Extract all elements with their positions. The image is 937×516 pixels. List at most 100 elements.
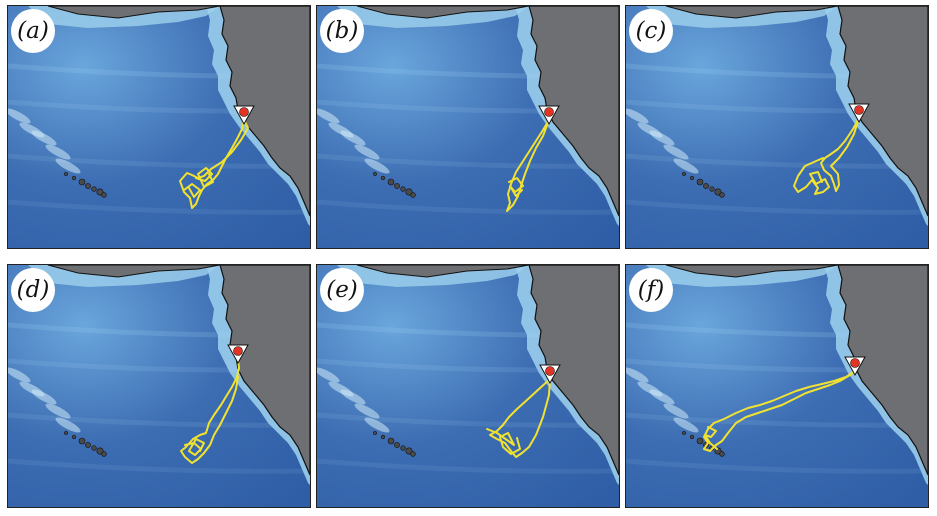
island-chain-glow — [354, 144, 380, 160]
island-chain-glow — [55, 417, 81, 433]
panel-label-badge: (b) — [320, 9, 364, 53]
panel-label-badge: (a) — [11, 9, 55, 53]
animal-track — [179, 119, 249, 209]
animal-track — [180, 358, 240, 464]
hawaii-island — [85, 442, 91, 448]
map-panel-e: (e) — [316, 264, 620, 508]
deployment-dot-icon — [544, 107, 554, 117]
alaska-land — [665, 265, 839, 278]
panel-label-badge: (f) — [629, 268, 673, 312]
island-chain-glow — [673, 158, 699, 174]
alaska-land — [47, 265, 221, 278]
map-panel-d: (d) — [7, 264, 311, 508]
hawaii-island — [373, 172, 377, 176]
hawaii-island — [400, 445, 406, 451]
hawaii-island — [64, 172, 68, 176]
map-svg — [8, 6, 310, 248]
hawaii-island — [714, 188, 722, 196]
hawaii-island — [96, 447, 104, 455]
panel-label-badge: (c) — [629, 9, 673, 53]
island-chain-glow — [317, 108, 340, 124]
hawaii-island — [689, 175, 695, 181]
hawaii-island — [410, 451, 416, 457]
hawaii-island — [91, 445, 97, 451]
hawaii-island — [682, 172, 686, 176]
map-svg — [626, 6, 928, 248]
hawaii-island — [78, 437, 86, 445]
animal-track — [793, 117, 860, 195]
hawaii-island — [394, 442, 400, 448]
alaska-land — [356, 265, 530, 278]
hawaii-island — [696, 437, 704, 445]
hawaii-island — [380, 434, 386, 440]
hawaii-island — [91, 186, 97, 192]
hawaii-island — [64, 431, 68, 435]
hawaii-island — [410, 192, 416, 198]
island-chain-glow — [663, 144, 689, 160]
island-chain-glow — [649, 130, 675, 146]
panel-label-badge: (e) — [320, 268, 364, 312]
island-chain-glow — [8, 367, 31, 383]
hawaii-island — [400, 186, 406, 192]
hawaii-island — [719, 451, 725, 457]
island-chain-glow — [649, 389, 675, 405]
deployment-dot-icon — [545, 366, 555, 376]
map-svg — [317, 6, 619, 248]
deployment-dot-icon — [854, 105, 864, 115]
deployment-dot-icon — [239, 107, 249, 117]
map-svg — [317, 265, 619, 507]
island-chain-glow — [31, 130, 57, 146]
island-chain-glow — [340, 130, 366, 146]
island-chain-glow — [626, 108, 649, 124]
north-america-land — [837, 265, 928, 476]
hawaii-island — [387, 437, 395, 445]
alaska-land — [47, 6, 221, 19]
map-svg — [626, 265, 928, 507]
island-chain-glow — [364, 158, 390, 174]
hawaii-island — [96, 188, 104, 196]
ocean-texture — [8, 458, 310, 474]
hawaii-island — [405, 447, 413, 455]
hawaii-island — [85, 183, 91, 189]
ocean-texture — [317, 458, 619, 474]
hawaii-island — [696, 178, 704, 186]
hawaii-island — [405, 188, 413, 196]
panel-label-badge: (d) — [11, 268, 55, 312]
island-chain-glow — [31, 389, 57, 405]
island-chain-glow — [354, 403, 380, 419]
island-chain-glow — [45, 144, 71, 160]
map-panel-a: (a) — [7, 5, 311, 249]
north-america-land — [528, 6, 619, 217]
island-chain-glow — [55, 158, 81, 174]
deployment-dot-icon — [850, 358, 860, 368]
deployment-dot-icon — [233, 346, 243, 356]
map-svg — [8, 265, 310, 507]
hawaii-island — [709, 186, 715, 192]
animal-track — [506, 119, 550, 212]
animal-track — [703, 370, 856, 452]
ocean-texture — [626, 458, 928, 474]
island-chain-glow — [364, 417, 390, 433]
hawaii-island — [703, 183, 709, 189]
north-america-land — [528, 265, 619, 476]
hawaii-island — [682, 431, 686, 435]
hawaii-island — [101, 192, 107, 198]
north-america-land — [219, 265, 310, 476]
ocean-texture — [626, 199, 928, 215]
hawaii-island — [78, 178, 86, 186]
hawaii-island — [71, 434, 77, 440]
animal-track — [486, 378, 551, 458]
island-chain-glow — [8, 108, 31, 124]
alaska-land — [356, 6, 530, 19]
hawaii-island — [394, 183, 400, 189]
hawaii-island — [71, 175, 77, 181]
hawaii-island — [387, 178, 395, 186]
island-chain-glow — [673, 417, 699, 433]
hawaii-island — [380, 175, 386, 181]
map-panel-f: (f) — [625, 264, 929, 508]
ocean-texture — [8, 199, 310, 215]
alaska-land — [665, 6, 839, 19]
hawaii-island — [101, 451, 107, 457]
map-panel-b: (b) — [316, 5, 620, 249]
map-panel-c: (c) — [625, 5, 929, 249]
